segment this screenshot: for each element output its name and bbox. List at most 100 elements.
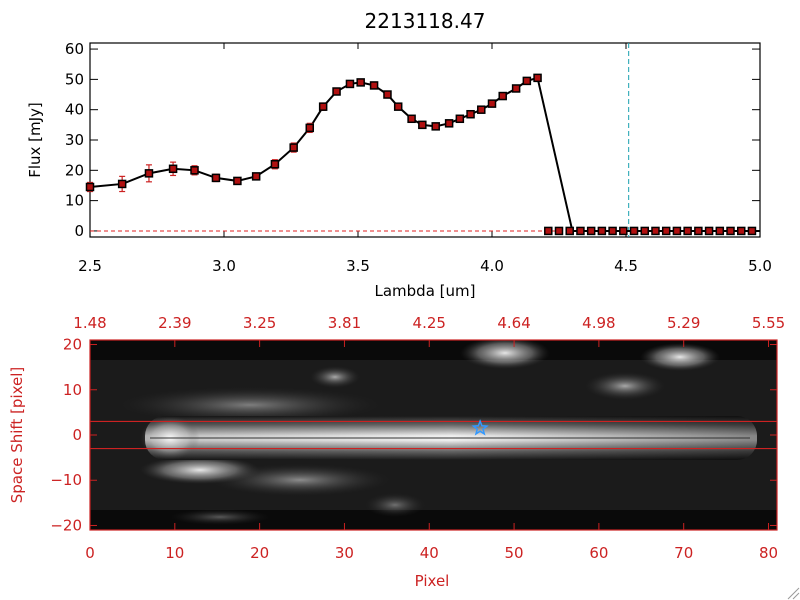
pixel-tick-label: 20 xyxy=(250,544,269,562)
chart-title: 2213118.47 xyxy=(365,9,486,33)
data-point xyxy=(672,226,682,236)
data-point xyxy=(608,226,617,236)
spectrum-plot: 2213118.47 2.5 3.0 3.5 4.0 4.5 5.0 0 10 20 30 40 5… xyxy=(26,9,772,300)
data-point xyxy=(455,114,465,124)
y-tick-label: 40 xyxy=(65,101,84,119)
data-point xyxy=(369,81,379,90)
data-point xyxy=(407,114,416,124)
y-tick-label: 50 xyxy=(65,70,84,88)
data-point xyxy=(383,90,392,99)
y-tick-label: 30 xyxy=(65,131,84,149)
pixel-x-ticks: 0 10 20 30 40 50 60 70 80 xyxy=(85,523,778,562)
data-point xyxy=(117,179,127,189)
data-point xyxy=(544,226,553,236)
pixel-tick-label: 50 xyxy=(505,544,524,562)
y-tick-label: 20 xyxy=(65,161,84,179)
y-tick-label: 10 xyxy=(65,192,84,210)
y-tick-label: 60 xyxy=(65,40,84,58)
pixel-tick-label: 0 xyxy=(85,544,95,562)
wavelength-tick-label: 3.25 xyxy=(243,314,276,332)
data-point xyxy=(211,173,221,183)
data-point xyxy=(487,99,497,108)
spectrum-plot-frame xyxy=(89,42,761,238)
data-point xyxy=(418,120,427,130)
data-point xyxy=(522,76,532,86)
pixel-tick-label: 30 xyxy=(335,544,354,562)
space-shift-tick-label: 10 xyxy=(63,381,82,399)
x-tick-label: 2.5 xyxy=(78,257,102,275)
x-tick-label: 5.0 xyxy=(748,257,772,275)
wavelength-tick-label: 3.81 xyxy=(328,314,361,332)
data-point xyxy=(466,109,475,119)
data-point xyxy=(144,169,154,178)
spectrum-errorbars xyxy=(87,74,541,193)
data-point xyxy=(444,119,454,128)
data-point xyxy=(345,79,355,89)
data-point xyxy=(511,84,521,93)
spectrum-y-ticks: 0 10 20 30 40 50 60 xyxy=(65,40,760,240)
data-point xyxy=(651,226,660,236)
data-point xyxy=(661,226,671,236)
data-point xyxy=(747,226,757,236)
data-point xyxy=(85,182,95,192)
data-point xyxy=(586,226,596,236)
wavelength-top-ticks: 1.48 2.39 3.25 3.81 4.25 4.64 4.98 5.29 5.55 xyxy=(73,314,785,347)
wavelength-tick-label: 5.55 xyxy=(752,314,785,332)
data-point xyxy=(289,143,298,152)
wavelength-tick-label: 5.29 xyxy=(667,314,700,332)
data-point xyxy=(694,226,703,236)
x-tick-label: 4.0 xyxy=(480,257,504,275)
spectrum-markers xyxy=(85,73,757,236)
wavelength-tick-label: 4.64 xyxy=(497,314,530,332)
x-axis-label: Lambda [um] xyxy=(375,282,476,300)
space-shift-tick-label: −10 xyxy=(50,471,82,489)
spectrum-x-ticks: 2.5 3.0 3.5 4.0 4.5 5.0 xyxy=(78,43,772,275)
data-point xyxy=(565,226,574,236)
space-shift-tick-label: −20 xyxy=(50,516,82,534)
data-point xyxy=(477,105,486,114)
resize-grip-icon[interactable] xyxy=(786,586,800,600)
data-point xyxy=(356,78,365,87)
data-point xyxy=(305,123,315,133)
data-point xyxy=(619,226,628,236)
space-shift-tick-label: 0 xyxy=(72,426,82,444)
data-point xyxy=(533,73,542,83)
data-point xyxy=(498,91,507,101)
pixel-tick-label: 80 xyxy=(759,544,778,562)
source-star-icon xyxy=(471,419,489,436)
x-tick-label: 3.0 xyxy=(212,257,236,275)
data-point xyxy=(715,226,725,236)
data-point xyxy=(318,102,328,111)
pixel-tick-label: 40 xyxy=(420,544,439,562)
data-point xyxy=(597,226,607,236)
spectrum-series-line xyxy=(89,76,760,232)
data-point xyxy=(683,226,692,236)
x-tick-label: 4.5 xyxy=(614,257,638,275)
data-point xyxy=(332,87,341,96)
data-point xyxy=(251,172,261,181)
pixel-tick-label: 10 xyxy=(165,544,184,562)
y-tick-label: 0 xyxy=(74,222,84,240)
wavelength-tick-label: 1.48 xyxy=(73,314,106,332)
data-point xyxy=(736,226,746,236)
data-point xyxy=(233,176,242,186)
data-point xyxy=(168,164,178,174)
spectrum-lines xyxy=(89,43,760,237)
pixel-tick-label: 60 xyxy=(589,544,608,562)
space-shift-axis-label: Space Shift [pixel] xyxy=(8,367,26,504)
spectral-image-plot: 0 10 20 30 40 50 60 70 80 1.48 2.39 3.25 3.81 4.25 4.… xyxy=(8,314,785,590)
space-shift-y-ticks: −20 −10 0 10 20 xyxy=(50,336,777,534)
star-marker xyxy=(471,419,489,436)
x-tick-label: 3.5 xyxy=(346,257,370,275)
wavelength-tick-label: 4.98 xyxy=(582,314,615,332)
wavelength-tick-label: 4.25 xyxy=(413,314,446,332)
space-shift-tick-label: 20 xyxy=(63,336,82,354)
data-point xyxy=(190,166,199,175)
pixel-axis-label: Pixel xyxy=(415,572,450,590)
extraction-aperture xyxy=(90,420,777,450)
data-point xyxy=(270,160,280,169)
y-axis-label: Flux [mJy] xyxy=(26,102,44,178)
data-point xyxy=(640,226,650,236)
data-point xyxy=(704,226,714,236)
